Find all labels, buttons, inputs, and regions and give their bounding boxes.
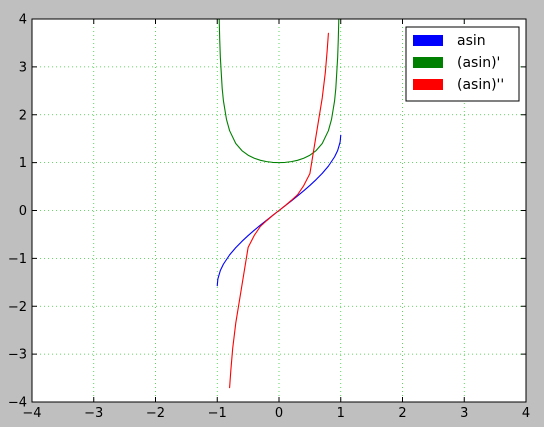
y-tick-label: 1: [19, 156, 27, 171]
y-tick-label: 0: [19, 204, 27, 219]
legend-label-asin-derivative: (asin)': [457, 55, 500, 71]
legend-label-asin: asin: [457, 33, 486, 49]
y-tick-label: −1: [8, 252, 27, 267]
legend-swatch-asin: [413, 35, 443, 46]
x-tick-label: −2: [146, 406, 165, 421]
y-tick-label: 4: [19, 13, 27, 28]
x-tick-label: −3: [84, 406, 103, 421]
y-tick-label: −2: [8, 300, 27, 315]
x-tick-label: 3: [460, 406, 468, 421]
y-tick-label: −4: [8, 396, 27, 411]
x-tick-label: −1: [208, 406, 227, 421]
legend-label-asin-second-derivative: (asin)'': [457, 77, 504, 93]
legend-swatch-asin-second-derivative: [413, 79, 443, 90]
x-tick-label: 0: [275, 406, 283, 421]
y-tick-label: −3: [8, 348, 27, 363]
x-tick-label: 2: [398, 406, 406, 421]
legend-swatch-asin-derivative: [413, 57, 443, 68]
x-tick-label: 1: [337, 406, 345, 421]
x-tick-label: 4: [522, 406, 530, 421]
legend: asin (asin)' (asin)'': [406, 27, 519, 101]
y-tick-label: 3: [19, 60, 27, 75]
y-tick-label: 2: [19, 108, 27, 123]
